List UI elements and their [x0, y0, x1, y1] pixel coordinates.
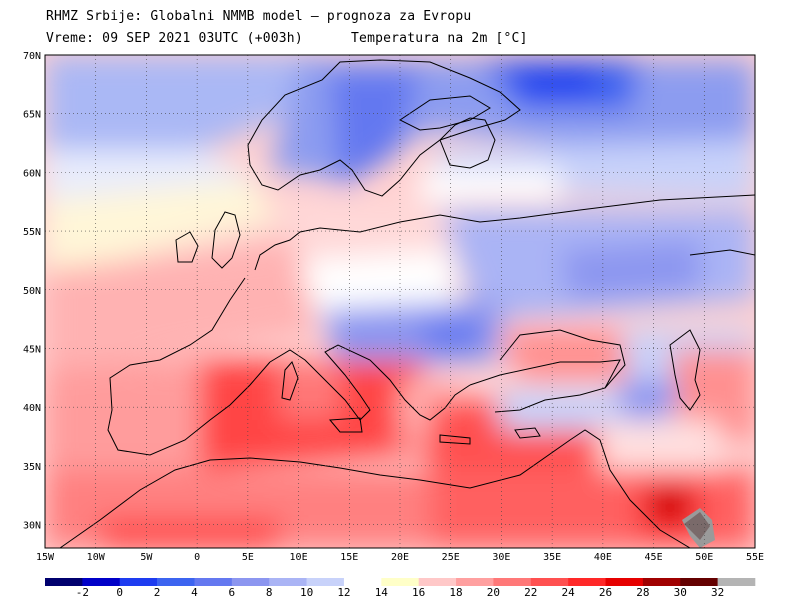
colorbar-swatch [680, 578, 718, 586]
lon-label: 55E [746, 552, 764, 563]
lat-label: 65N [23, 110, 41, 121]
lon-label: 50E [695, 552, 713, 563]
coastlines [59, 59, 755, 548]
lon-label: 15W [36, 552, 55, 563]
colorbar-label: 22 [524, 586, 537, 599]
map-frame [44, 54, 756, 549]
colorbar-label: 8 [266, 586, 273, 599]
latitude-labels: 70N 65N 60N 55N 50N 45N 40N 35N 30N [23, 51, 41, 532]
lat-label: 50N [23, 286, 41, 297]
lat-label: 60N [23, 168, 41, 179]
colorbar-label: 14 [375, 586, 389, 599]
lon-label: 25E [442, 552, 460, 563]
colorbar-label: 12 [337, 586, 350, 599]
lat-label: 35N [23, 462, 41, 473]
colorbar-label: 30 [674, 586, 687, 599]
lon-label: 20E [391, 552, 409, 563]
colorbar-swatch [82, 578, 121, 586]
lon-label: 35E [543, 552, 561, 563]
colorbar-label: 32 [711, 586, 724, 599]
colorbar-swatch [231, 578, 270, 586]
colorbar-label: 16 [412, 586, 425, 599]
colorbar [45, 578, 756, 586]
colorbar-label: 0 [116, 586, 123, 599]
map-title: RHMZ Srbije: Globalni NMMB model – progn… [46, 9, 472, 24]
colorbar-swatch [493, 578, 532, 586]
lon-label: 0 [194, 552, 200, 563]
lon-label: 10W [87, 552, 106, 563]
colorbar-swatch [530, 578, 569, 586]
lon-label: 30E [492, 552, 510, 563]
lat-label: 55N [23, 227, 41, 238]
longitude-labels: 15W 10W 5W 0 5E 10E 15E 20E 25E 30E 35E 40E 45E 50E 55… [36, 552, 764, 563]
lat-label: 40N [23, 403, 41, 414]
colorbar-swatch [157, 578, 195, 586]
lon-label: 5W [140, 552, 153, 563]
colorbar-swatch [605, 578, 644, 586]
map-subtitle: Vreme: 09 SEP 2021 03UTC (+003h) Tempera… [46, 31, 528, 46]
colorbar-swatch [343, 578, 382, 586]
colorbar-swatch [269, 578, 307, 586]
colorbar-label: 4 [191, 586, 198, 599]
lat-label: 70N [23, 51, 41, 62]
colorbar-label: 20 [487, 586, 500, 599]
colorbar-labels: -2 0 2 4 6 8 10 12 14 16 18 20 22 24 26 28 30 32 [76, 586, 725, 599]
temperature-field [45, 55, 755, 548]
lat-label: 45N [23, 344, 41, 355]
colorbar-label: 18 [449, 586, 462, 599]
colorbar-label: 24 [562, 586, 576, 599]
colorbar-swatch [568, 578, 606, 586]
colorbar-label: -2 [76, 586, 89, 599]
colorbar-label: 2 [154, 586, 161, 599]
colorbar-swatch [306, 578, 345, 586]
colorbar-swatch [194, 578, 233, 586]
colorbar-label: 28 [636, 586, 649, 599]
colorbar-swatch [456, 578, 494, 586]
colorbar-swatch [642, 578, 681, 586]
lon-label: 15E [340, 552, 358, 563]
colorbar-label: 10 [300, 586, 313, 599]
lon-label: 45E [645, 552, 663, 563]
colorbar-swatch [119, 578, 158, 586]
colorbar-swatch [45, 578, 83, 586]
colorbar-swatch [381, 578, 419, 586]
colorbar-swatch [418, 578, 457, 586]
lon-label: 5E [242, 552, 254, 563]
lon-label: 10E [290, 552, 308, 563]
colorbar-label: 6 [229, 586, 236, 599]
colorbar-label: 26 [599, 586, 612, 599]
lon-label: 40E [594, 552, 612, 563]
lat-label: 30N [23, 521, 41, 532]
colorbar-swatch [717, 578, 756, 586]
